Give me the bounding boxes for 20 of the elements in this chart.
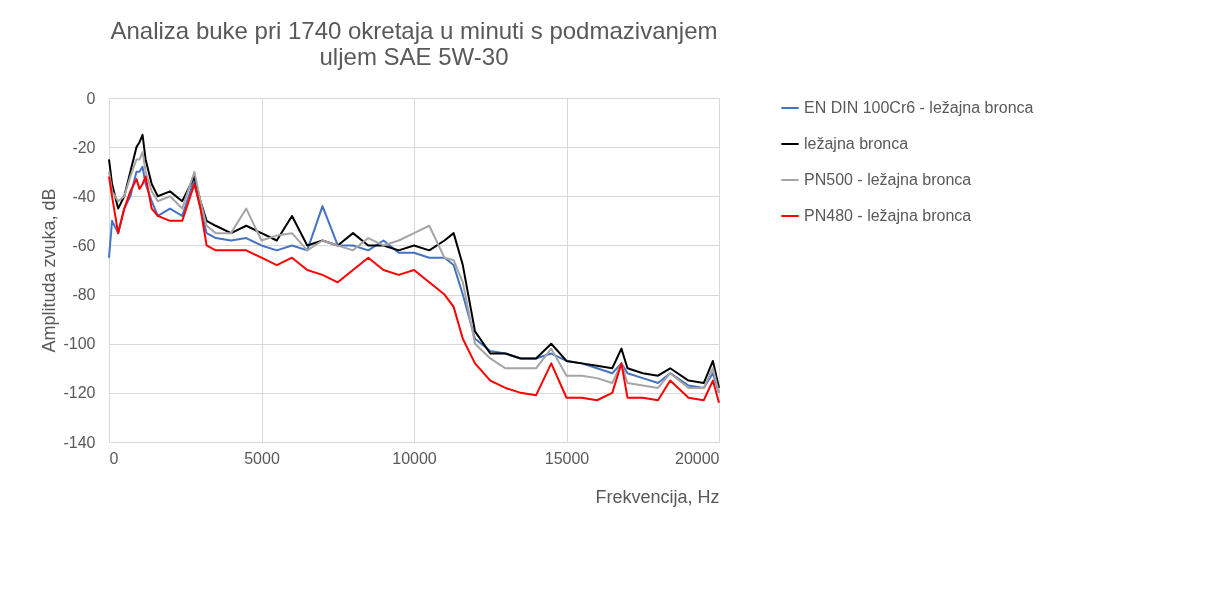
x-tick-label: 0 [109,449,119,467]
x-tick-label: 15000 [544,449,590,467]
y-axis-title: Amplituda zvuka, dB [39,188,60,353]
x-axis-title: Frekvencija, Hz [595,486,720,507]
y-tick-label: 0 [86,89,96,107]
x-tick-label: 20000 [675,449,720,467]
legend-label: PN500 - ležajna bronca [804,171,972,188]
y-tick-label: -20 [72,138,96,156]
x-tick-label: 10000 [392,449,437,467]
y-tick-label: -100 [63,335,96,353]
y-tick-label: -80 [72,286,96,304]
chart-title: Analiza buke pri 1740 okretaja u minuti s podmazivanjem uljem SAE 5W-30 [110,17,718,70]
legend-label: ležajna bronca [804,135,909,152]
y-tick-label: -140 [63,433,96,451]
y-tick-label: -120 [63,384,96,402]
y-tick-label: -60 [72,236,96,254]
legend-label: PN480 - ležajna bronca [804,207,972,224]
legend-label: EN DIN 100Cr6 - ležajna bronca [804,99,1034,116]
y-tick-label: -40 [72,187,96,205]
x-tick-label: 5000 [244,449,280,467]
